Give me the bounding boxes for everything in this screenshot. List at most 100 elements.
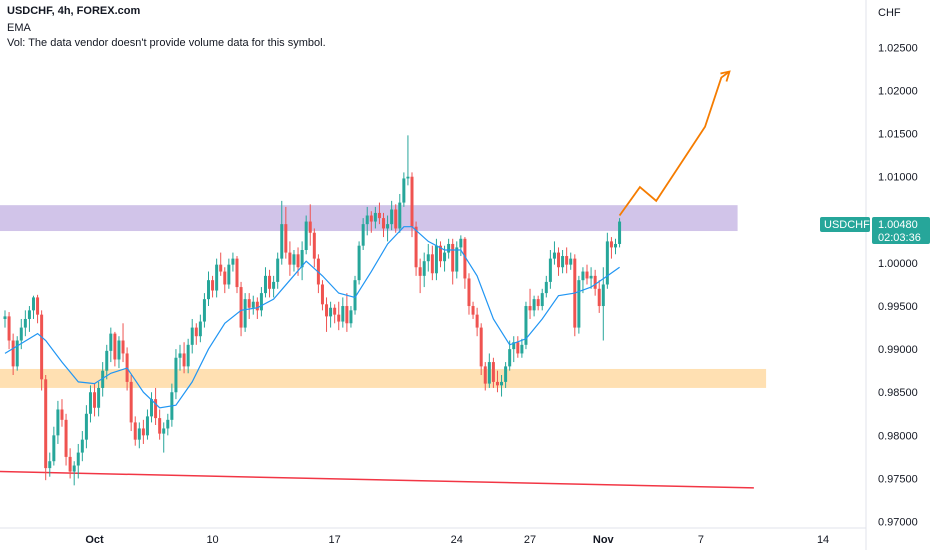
candle bbox=[190, 318, 194, 354]
candle-body bbox=[31, 297, 35, 311]
candle bbox=[516, 336, 520, 358]
candle bbox=[247, 293, 251, 319]
candle-body bbox=[84, 413, 88, 440]
candle bbox=[341, 297, 345, 328]
candle-body bbox=[272, 281, 276, 289]
candle-body bbox=[349, 310, 353, 324]
candle bbox=[174, 349, 178, 400]
price-tick-label: 0.98000 bbox=[878, 430, 918, 442]
candle-body bbox=[353, 280, 357, 311]
candle-body bbox=[552, 252, 556, 259]
candle bbox=[7, 312, 11, 350]
candle bbox=[154, 387, 158, 425]
candle bbox=[137, 422, 141, 449]
candle bbox=[569, 252, 573, 270]
candle-body bbox=[11, 340, 15, 367]
candle-body bbox=[211, 280, 215, 291]
candle bbox=[84, 405, 88, 449]
candle bbox=[593, 269, 597, 296]
candle-body bbox=[64, 419, 68, 457]
candle bbox=[390, 200, 394, 231]
candle-body bbox=[577, 280, 581, 328]
ema-line[interactable] bbox=[4, 226, 620, 409]
candle bbox=[491, 357, 495, 388]
candle bbox=[207, 271, 210, 307]
projection-path[interactable] bbox=[618, 70, 730, 217]
candle bbox=[292, 250, 296, 272]
candle-body bbox=[406, 176, 410, 179]
candle-body bbox=[202, 299, 206, 322]
candle bbox=[186, 338, 190, 374]
candle bbox=[3, 310, 7, 328]
candle-body bbox=[459, 238, 463, 248]
candle bbox=[561, 250, 565, 274]
candle bbox=[418, 258, 422, 294]
candle bbox=[215, 258, 219, 298]
candle-body bbox=[56, 409, 60, 436]
candle-body bbox=[174, 357, 178, 393]
candle bbox=[88, 385, 92, 423]
candle bbox=[369, 211, 373, 233]
candle bbox=[459, 235, 463, 257]
candle-body bbox=[601, 284, 605, 307]
candle-body bbox=[418, 267, 422, 276]
candle-body bbox=[544, 281, 548, 294]
candle-body bbox=[365, 215, 369, 225]
candle bbox=[382, 212, 386, 238]
time-axis[interactable]: Oct 10 17 24 27 Nov 7 14 bbox=[0, 527, 866, 546]
candle-body bbox=[487, 362, 491, 384]
candle-body bbox=[569, 258, 573, 265]
indicator-label-ema[interactable]: EMA bbox=[7, 22, 31, 34]
candle bbox=[614, 238, 617, 255]
candle-body bbox=[565, 256, 569, 265]
candle bbox=[227, 258, 231, 289]
last-price-tag-bg bbox=[872, 217, 930, 244]
candle bbox=[471, 301, 475, 319]
candle-body bbox=[438, 245, 442, 262]
candle-body bbox=[239, 287, 243, 328]
candle-body bbox=[215, 264, 219, 291]
candle bbox=[430, 245, 434, 281]
price-tick-label: 1.02500 bbox=[878, 42, 918, 54]
candle-body bbox=[158, 418, 162, 434]
candle bbox=[76, 443, 80, 479]
trendline[interactable] bbox=[0, 470, 754, 489]
candle-body bbox=[137, 428, 141, 440]
candle bbox=[308, 204, 312, 246]
candle-body bbox=[373, 212, 377, 222]
candle bbox=[512, 336, 516, 363]
price-tick-label: 0.99500 bbox=[878, 301, 918, 313]
candle-body bbox=[443, 252, 447, 262]
candle-body bbox=[609, 241, 613, 248]
candle bbox=[166, 413, 170, 436]
candle bbox=[162, 422, 166, 453]
candle-body bbox=[150, 399, 154, 417]
candle bbox=[231, 252, 235, 272]
candle bbox=[133, 416, 137, 446]
candle-body bbox=[605, 241, 609, 285]
candle bbox=[320, 280, 324, 311]
resistance-zone[interactable] bbox=[0, 205, 738, 232]
candle bbox=[101, 362, 105, 397]
candle bbox=[333, 304, 337, 324]
candle bbox=[263, 267, 267, 298]
candle-body bbox=[68, 456, 72, 472]
time-tick-label: 24 bbox=[451, 534, 463, 546]
candle-body bbox=[532, 299, 536, 311]
price-axis[interactable]: CHF 1.02500 1.02000 1.01500 1.01000 1.00000 0… bbox=[865, 0, 918, 550]
candle bbox=[27, 306, 31, 332]
candle-body bbox=[475, 314, 479, 328]
candle bbox=[194, 323, 198, 345]
candle-body bbox=[512, 342, 516, 350]
candle bbox=[300, 241, 304, 281]
candle bbox=[251, 295, 255, 315]
candle-body bbox=[178, 353, 182, 358]
candle-body bbox=[141, 428, 145, 436]
candle bbox=[552, 241, 556, 265]
candle bbox=[64, 413, 68, 466]
candle bbox=[80, 431, 84, 462]
candle bbox=[117, 336, 121, 369]
candle-body bbox=[312, 232, 316, 259]
candle-body bbox=[471, 306, 475, 315]
